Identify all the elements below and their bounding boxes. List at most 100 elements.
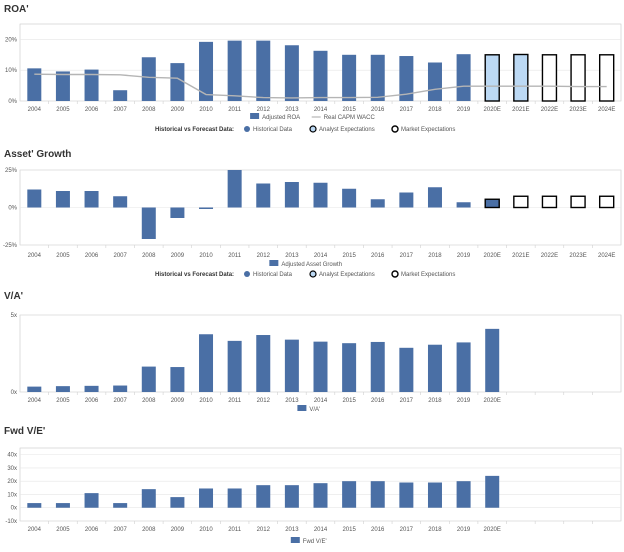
x-tick-label: 2022E (541, 253, 558, 259)
bar-2004 (27, 503, 42, 508)
x-tick-label: 2006 (85, 107, 99, 113)
legend-label: Adjusted Asset Growth (281, 262, 342, 268)
forecast-legend-item: Market Expectations (401, 272, 455, 278)
x-tick-label: 2011 (228, 527, 242, 533)
bar-2019 (456, 342, 471, 392)
bar-2020E (484, 54, 500, 102)
bar-2011 (227, 170, 242, 208)
x-tick-label: 2019 (457, 253, 471, 259)
bar-2018 (427, 482, 442, 508)
x-tick-label: 2009 (171, 253, 185, 259)
bar-2014 (313, 50, 328, 101)
x-tick-label: 2012 (257, 253, 271, 259)
x-tick-label: 2023E (569, 107, 586, 113)
x-tick-label: 2005 (56, 253, 70, 259)
x-tick-label: 2015 (342, 253, 356, 259)
y-tick-label: 0% (8, 99, 17, 105)
bar-2010 (199, 207, 214, 209)
y-tick-label: 10% (5, 68, 18, 74)
bar-2011 (227, 40, 242, 101)
x-tick-label: 2019 (457, 527, 471, 533)
market-marker (391, 125, 399, 133)
legend-swatch (290, 537, 300, 543)
bar-2004 (27, 189, 42, 208)
bar-2021E (513, 53, 529, 102)
bar-2015 (342, 343, 357, 392)
bar-2012 (256, 40, 271, 101)
bar-2012 (256, 485, 271, 508)
bar-2016 (370, 481, 385, 508)
bar-2019 (456, 202, 471, 208)
x-tick-label: 2014 (314, 107, 328, 113)
bar-2008 (141, 366, 156, 392)
bar-2009 (170, 497, 185, 508)
market-marker (391, 270, 399, 278)
bar-2014 (313, 341, 328, 392)
y-tick-label: 0x (11, 390, 17, 396)
forecast-legend-item: Analyst Expectations (319, 272, 375, 278)
bar-2004 (27, 68, 42, 101)
bar-2007 (113, 503, 128, 508)
x-tick-label: 2023E (569, 253, 586, 259)
legend-swatch (269, 260, 279, 266)
bar-2024E (598, 195, 615, 209)
x-tick-label: 2016 (371, 398, 385, 404)
bar-2022E (541, 195, 558, 209)
x-tick-label: 2004 (28, 107, 42, 113)
x-tick-label: 2006 (85, 253, 99, 259)
x-tick-label: 2010 (199, 107, 213, 113)
bar-2019 (456, 481, 471, 508)
x-tick-label: 2020E (484, 107, 501, 113)
bar-2018 (427, 187, 442, 208)
bar-2020E (484, 198, 500, 209)
x-tick-label: 2008 (142, 398, 156, 404)
x-tick-label: 2010 (199, 527, 213, 533)
x-tick-label: 2014 (314, 398, 328, 404)
x-tick-label: 2021E (512, 107, 529, 113)
bar-2017 (399, 56, 414, 101)
chart-title: V/A' (4, 291, 23, 302)
x-tick-label: 2008 (142, 107, 156, 113)
x-tick-label: 2018 (428, 253, 442, 259)
x-tick-label: 2014 (314, 253, 328, 259)
bar-2010 (199, 334, 214, 392)
x-tick-label: 2015 (342, 527, 356, 533)
x-tick-label: 2012 (257, 527, 271, 533)
forecast-legend-item: Historical Data (253, 272, 293, 278)
x-tick-label: 2006 (85, 398, 99, 404)
x-tick-label: 2004 (28, 253, 42, 259)
x-tick-label: 2007 (113, 398, 127, 404)
bar-2011 (227, 488, 242, 508)
x-tick-label: 2017 (400, 253, 414, 259)
y-tick-label: 20x (7, 479, 17, 485)
x-tick-label: 2021E (512, 253, 529, 259)
x-tick-label: 2010 (199, 398, 213, 404)
bar-2006 (84, 191, 99, 208)
bar-2020E (485, 475, 500, 508)
bar-2007 (113, 196, 128, 208)
bar-2009 (170, 63, 185, 101)
x-tick-label: 2006 (85, 527, 99, 533)
x-tick-label: 2020E (484, 398, 501, 404)
bar-2007 (113, 90, 128, 101)
x-tick-label: 2020E (484, 527, 501, 533)
x-tick-label: 2016 (371, 107, 385, 113)
bar-2010 (199, 41, 214, 101)
legend-label: V/A' (309, 407, 320, 413)
x-tick-label: 2008 (142, 253, 156, 259)
chart-asset_growth: Asset' Growth -25% 0% 25% 2004 2005 2006 2007 20… (3, 149, 622, 278)
bar-2013 (284, 339, 299, 392)
y-tick-label: 0% (8, 206, 17, 212)
bar-2017 (399, 347, 414, 392)
x-tick-label: 2017 (400, 527, 414, 533)
bar-2009 (170, 207, 185, 218)
bar-2017 (399, 192, 414, 208)
bar-2013 (284, 485, 299, 508)
y-tick-label: 20% (5, 37, 18, 43)
bar-2018 (427, 62, 442, 101)
bar-2008 (141, 489, 156, 508)
legend-swatch (250, 113, 260, 119)
x-tick-label: 2018 (428, 527, 442, 533)
bar-2005 (55, 386, 70, 392)
